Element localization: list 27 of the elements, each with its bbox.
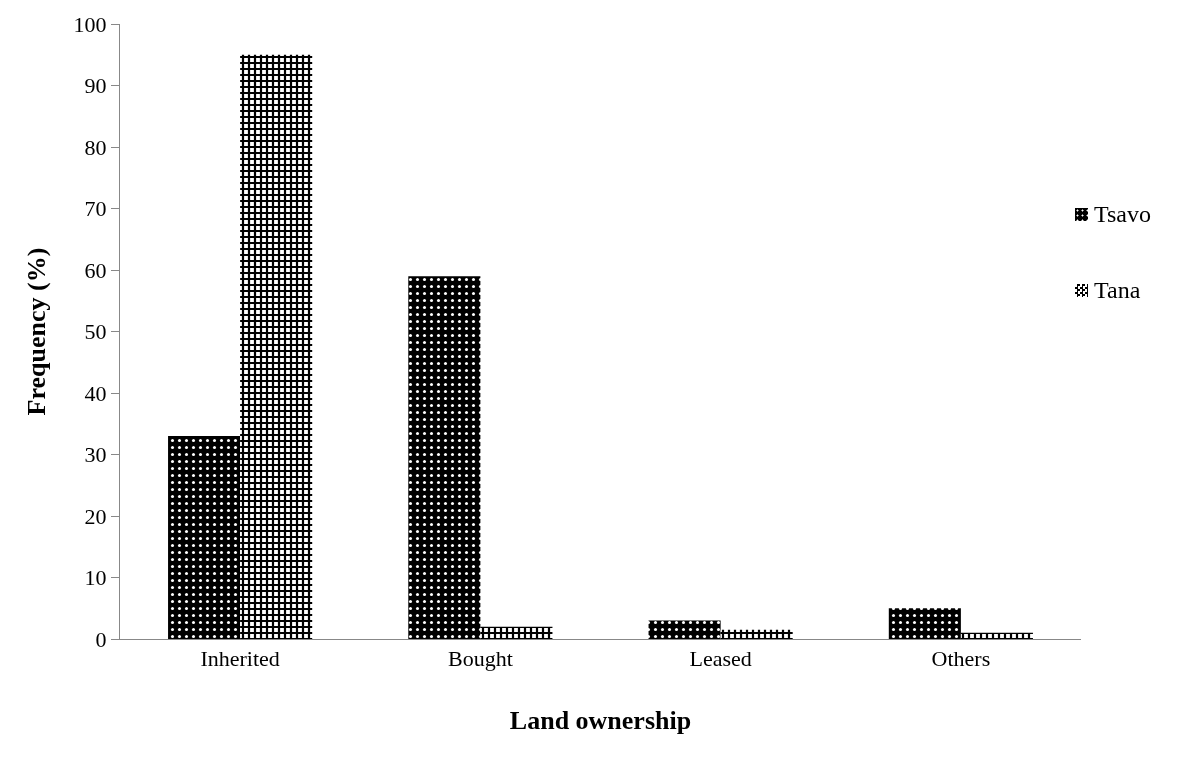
y-tick-label: 20 [84,503,107,529]
y-tick-label: 40 [84,380,107,406]
y-tick-label: 10 [84,565,107,591]
y-axis-title: Frequency (%) [22,247,51,416]
bar [240,54,313,639]
bar [720,629,793,639]
x-tick-label: Bought [447,646,513,672]
x-axis-title: Land ownership [509,706,692,736]
text: Tsavo [1094,200,1151,228]
x-tick-label: Inherited [200,646,280,672]
x-tick-label: Others [931,646,991,672]
y-tick-label: 90 [84,73,107,99]
bar [168,436,241,639]
y-tick-label: 50 [84,319,107,345]
bar [480,626,553,639]
bar [408,276,481,639]
bar [960,632,1033,639]
y-tick-label: 60 [84,257,107,283]
y-tick-label: 100 [73,11,107,37]
x-tick-label: Leased [689,646,752,672]
bar [648,620,721,639]
bar [888,608,961,639]
y-tick-label: 0 [95,626,107,652]
y-tick-label: 80 [84,134,107,160]
legend-label: Tana [1094,276,1141,304]
y-tick-label: 30 [84,442,107,468]
y-tick-label: 70 [84,196,107,222]
